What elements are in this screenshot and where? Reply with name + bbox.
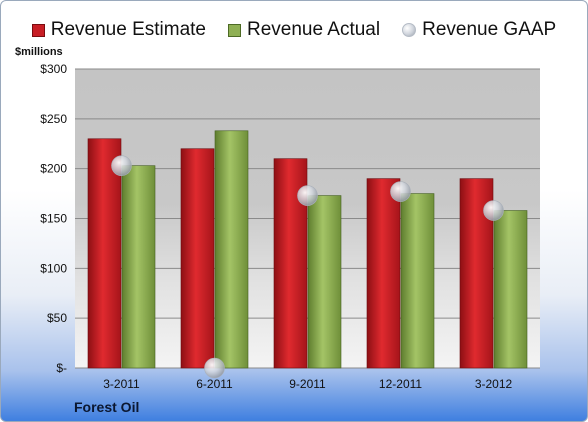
bars <box>87 130 528 369</box>
marker-revenue-gaap <box>111 155 132 176</box>
y-axis-ticks: $- $50 $100 $150 $200 $250 $300 <box>40 62 67 375</box>
y-tick-label: $300 <box>40 62 67 76</box>
x-tick-label: 12-2011 <box>379 377 422 391</box>
bar-revenue-actual <box>307 195 342 369</box>
bar-revenue-estimate <box>87 138 122 369</box>
bar-revenue-actual <box>493 210 528 369</box>
bar-revenue-estimate <box>180 148 215 369</box>
x-tick-label: 3-2011 <box>103 377 140 391</box>
legend-label-actual: Revenue Actual <box>247 19 381 40</box>
legend-item-gaap: Revenue GAAP <box>402 19 556 41</box>
y-unit-label: $millions <box>15 46 63 58</box>
bar-revenue-actual <box>121 165 156 369</box>
x-tick-label: 6-2011 <box>196 377 233 391</box>
bar-revenue-estimate <box>366 178 401 369</box>
legend-swatch-actual <box>228 23 241 37</box>
bar-revenue-actual <box>214 130 249 369</box>
bar-revenue-actual <box>400 193 435 369</box>
marker-revenue-gaap <box>297 185 318 206</box>
marker-revenue-gaap <box>204 357 225 379</box>
marker-revenue-gaap <box>390 181 411 202</box>
x-axis-ticks: 3-2011 6-2011 9-2011 12-2011 3-2012 <box>103 377 512 391</box>
legend-item-estimate: Revenue Estimate <box>31 19 206 41</box>
gaap-markers <box>111 155 504 379</box>
legend-swatch-gaap <box>402 23 417 37</box>
y-tick-label: $100 <box>40 261 67 275</box>
y-tick-label: $200 <box>40 162 67 176</box>
x-tick-label: 9-2011 <box>289 377 326 391</box>
y-tick-label: $150 <box>40 212 67 226</box>
marker-revenue-gaap <box>483 200 504 221</box>
y-tick-label: $250 <box>40 112 67 126</box>
legend-swatch-estimate <box>31 23 45 37</box>
company-name: Forest Oil <box>74 399 140 415</box>
x-tick-label: 3-2012 <box>475 377 513 391</box>
legend-label-gaap: Revenue GAAP <box>422 19 557 40</box>
legend-label-estimate: Revenue Estimate <box>50 19 206 40</box>
legend: Revenue Estimate Revenue Actual Revenue … <box>1 17 587 43</box>
y-tick-label: $- <box>56 361 67 375</box>
legend-item-actual: Revenue Actual <box>228 19 380 41</box>
y-tick-label: $50 <box>47 311 67 325</box>
